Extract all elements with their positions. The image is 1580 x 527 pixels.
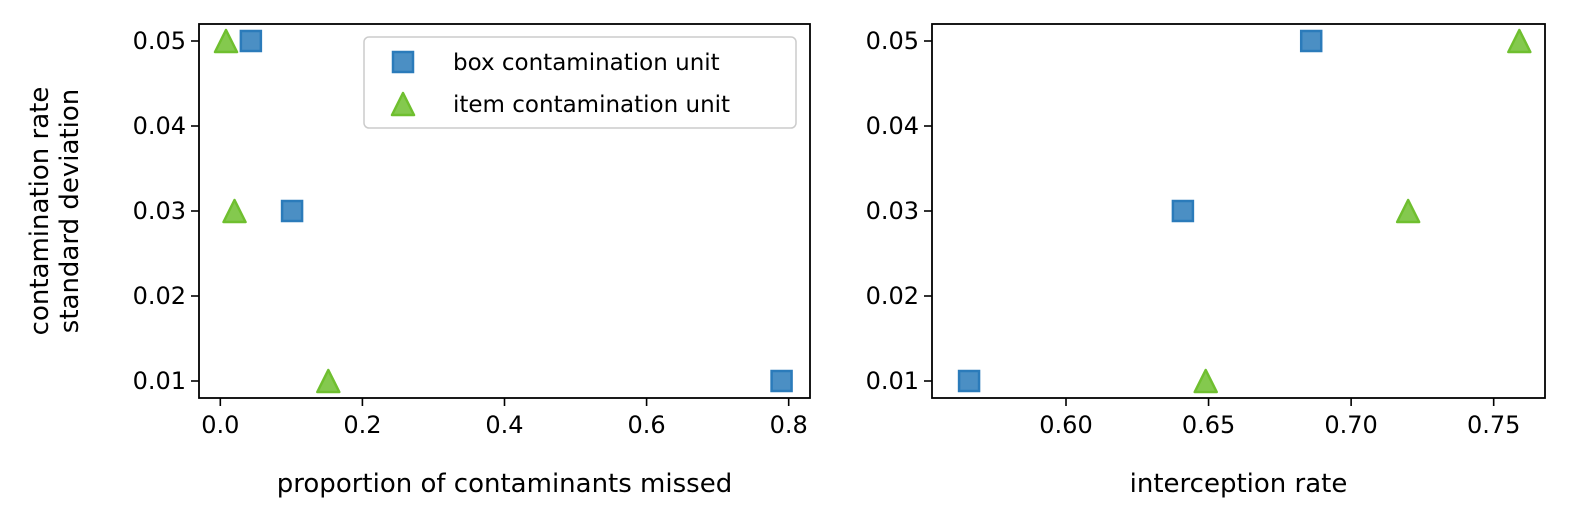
right-scatter-panel: 0.01 0.02 0.03 0.04 0.05 0.60 0.65 0.70 0.75 inte… (866, 23, 1546, 499)
x-tick-label: 0.0 (201, 411, 239, 439)
legend-box (363, 36, 797, 129)
legend-label: box contamination unit (453, 50, 720, 76)
x-axis-label: proportion of contaminants missed (277, 469, 732, 499)
y-axis-label: contamination rate (25, 87, 55, 336)
item-unit-point (316, 368, 341, 394)
box-unit-point (239, 29, 263, 53)
box-unit-point (1171, 199, 1195, 223)
x-tick-label: 0.60 (1039, 411, 1092, 439)
x-tick-label: 0.75 (1467, 411, 1520, 439)
x-tick-label: 0.6 (628, 411, 666, 439)
y-axis-label: standard deviation (55, 89, 85, 333)
y-tick-label: 0.01 (866, 367, 919, 395)
item-unit-point (1193, 368, 1218, 394)
y-tick-label: 0.05 (866, 27, 919, 55)
x-tick-label: 0.65 (1182, 411, 1235, 439)
box-unit-point (1299, 29, 1323, 53)
y-tick-label: 0.02 (133, 282, 186, 310)
box-unit-point (957, 369, 981, 393)
legend: box contamination unit item contamination… (363, 36, 797, 129)
legend-square-icon (391, 50, 415, 74)
x-tick-label: 0.4 (485, 411, 523, 439)
legend-label: item contamination unit (453, 92, 730, 118)
item-unit-point (222, 198, 247, 224)
y-tick-label: 0.01 (133, 367, 186, 395)
y-tick-label: 0.02 (866, 282, 919, 310)
y-tick-label: 0.03 (866, 197, 919, 225)
axes-frame (931, 23, 1546, 399)
item-unit-point (213, 28, 239, 54)
box-unit-point (280, 199, 304, 223)
item-unit-point (1395, 198, 1421, 224)
y-tick-label: 0.05 (133, 27, 186, 55)
y-tick-label: 0.04 (133, 112, 186, 140)
axes-frame (198, 23, 811, 399)
box-unit-point (770, 369, 793, 393)
x-tick-label: 0.2 (343, 411, 381, 439)
y-tick-label: 0.03 (133, 197, 186, 225)
x-tick-label: 0.8 (770, 411, 808, 439)
x-tick-label: 0.70 (1324, 411, 1377, 439)
item-unit-point (1507, 28, 1532, 54)
x-axis-label: interception rate (1130, 469, 1348, 499)
y-tick-label: 0.04 (866, 112, 919, 140)
legend-triangle-icon (390, 91, 416, 117)
left-scatter-panel: 0.01 0.02 0.03 0.04 0.05 0.0 0.2 0.4 0.6 0.8 propo… (25, 23, 811, 499)
